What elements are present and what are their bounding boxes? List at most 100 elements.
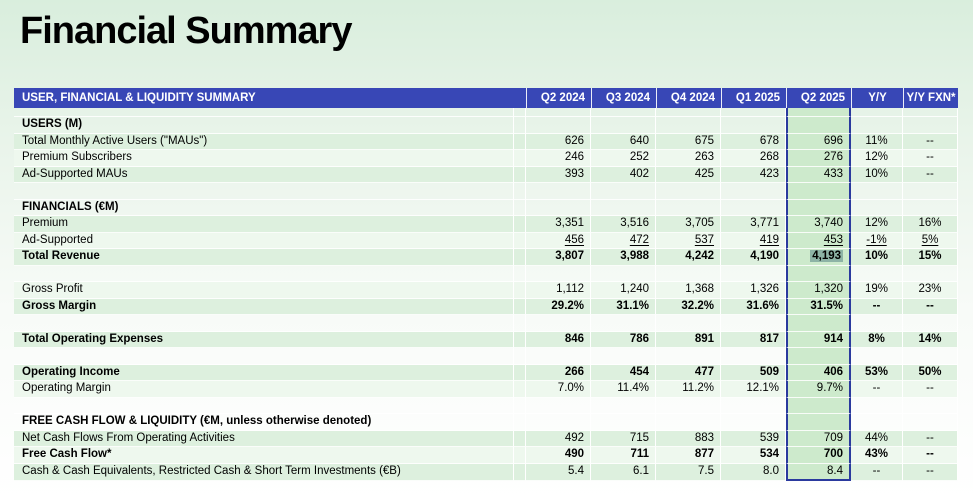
cell-q2-2025: 709 [786,430,852,447]
cell-q1-2025 [721,315,787,332]
row-label: Ad-Supported [14,232,514,249]
cell-q2-2024 [526,183,592,200]
cell-y-y: -- [851,381,904,398]
row-gap-cell [514,381,527,398]
row-gap-cell [514,216,527,233]
cell-y-y: 10% [851,249,904,266]
cell-y-y: 12% [851,216,904,233]
cell-q2-2024: 266 [526,364,592,381]
cell-q1-2025 [721,414,787,431]
cell-y-y: 53% [851,364,904,381]
row-gap-cell [514,183,527,200]
row-label: Total Operating Expenses [14,331,514,348]
cell-q4-2024: 537 [656,232,722,249]
row-label [14,108,514,117]
cell-y-y [851,315,904,332]
row-gap-cell [514,430,527,447]
cell-y-y: 10% [851,166,904,183]
cell-q3-2024 [591,183,657,200]
search-highlight: 4,193 [810,250,844,263]
cell-q4-2024 [656,265,722,282]
cell-q2-2024 [526,348,592,365]
cell-q1-2025: 268 [721,150,787,167]
cell-q2-2024: 29.2% [526,298,592,315]
section-title: FREE CASH FLOW & LIQUIDITY (€M, unless o… [14,414,514,431]
table-body: USERS (M) Total Monthly Active Users ("MA… [14,108,959,481]
cell-y-y-fxn-: 50% [903,364,959,381]
cell-y-y [851,117,904,134]
cell-q1-2025 [721,348,787,365]
cell-q3-2024: 640 [591,133,657,150]
row-label: Premium Subscribers [14,150,514,167]
cell-y-y-fxn-: 5% [903,232,959,249]
cell-q2-2025 [786,414,852,431]
cell-q3-2024 [591,117,657,134]
table-row: Ad-Supported 456 472 537 419 453 -1% 5% [14,232,959,249]
table-row: Premium Subscribers 246 252 263 268 276 12% -- [14,150,959,167]
cell-q3-2024 [591,265,657,282]
cell-y-y-fxn- [903,414,959,431]
cell-q2-2024: 626 [526,133,592,150]
table-row: Total Revenue 3,807 3,988 4,242 4,190 4,193 10… [14,249,959,266]
cell-q2-2024 [526,414,592,431]
cell-y-y-fxn-: -- [903,430,959,447]
cell-y-y [851,183,904,200]
row-label: Operating Margin [14,381,514,398]
table-header-row: USER, FINANCIAL & LIQUIDITY SUMMARY Q2 2… [14,88,959,108]
row-label: Ad-Supported MAUs [14,166,514,183]
cell-y-y-fxn-: -- [903,463,959,481]
row-gap-cell [514,331,527,348]
row-gap-cell [514,348,527,365]
row-gap-cell [514,298,527,315]
cell-q2-2025 [786,183,852,200]
cell-q3-2024 [591,397,657,414]
cell-q4-2024: 4,242 [656,249,722,266]
cell-q4-2024: 1,368 [656,282,722,299]
cell-q4-2024: 32.2% [656,298,722,315]
cell-y-y [851,414,904,431]
spacer-row [14,265,959,282]
cell-y-y-fxn-: 23% [903,282,959,299]
cell-y-y-fxn-: -- [903,166,959,183]
cell-q3-2024 [591,108,657,117]
cell-q2-2024: 7.0% [526,381,592,398]
row-gap-cell [514,315,527,332]
cell-q4-2024 [656,108,722,117]
row-gap-cell [514,447,527,464]
cell-y-y-fxn- [903,348,959,365]
cell-y-y-fxn-: -- [903,381,959,398]
cell-q4-2024 [656,183,722,200]
cell-q3-2024: 6.1 [591,463,657,481]
cell-q1-2025: 8.0 [721,463,787,481]
cell-q3-2024: 252 [591,150,657,167]
cell-y-y: 44% [851,430,904,447]
row-gap-cell [514,364,527,381]
page-title: Financial Summary [20,10,352,52]
row-label: Cash & Cash Equivalents, Restricted Cash… [14,463,514,481]
cell-y-y: -- [851,463,904,481]
table-row: Total Operating Expenses 846 786 891 817 914 8… [14,331,959,348]
row-label: Premium [14,216,514,233]
cell-q4-2024: 477 [656,364,722,381]
cell-q2-2024: 490 [526,447,592,464]
cell-q4-2024 [656,397,722,414]
cell-q1-2025 [721,265,787,282]
cell-y-y-fxn- [903,117,959,134]
cell-q3-2024: 31.1% [591,298,657,315]
cell-q2-2025: 696 [786,133,852,150]
cell-q2-2025 [786,348,852,365]
row-label [14,397,514,414]
cell-q2-2025 [786,265,852,282]
cell-q2-2024: 1,112 [526,282,592,299]
row-gap-cell [514,249,527,266]
row-gap-cell [514,133,527,150]
cell-y-y-fxn-: 16% [903,216,959,233]
cell-q1-2025 [721,183,787,200]
cell-q2-2024: 3,807 [526,249,592,266]
cell-q2-2025: 406 [786,364,852,381]
cell-q2-2024 [526,117,592,134]
row-label: Gross Profit [14,282,514,299]
spacer-row [14,108,959,117]
cell-q1-2025: 4,190 [721,249,787,266]
cell-q1-2025: 423 [721,166,787,183]
